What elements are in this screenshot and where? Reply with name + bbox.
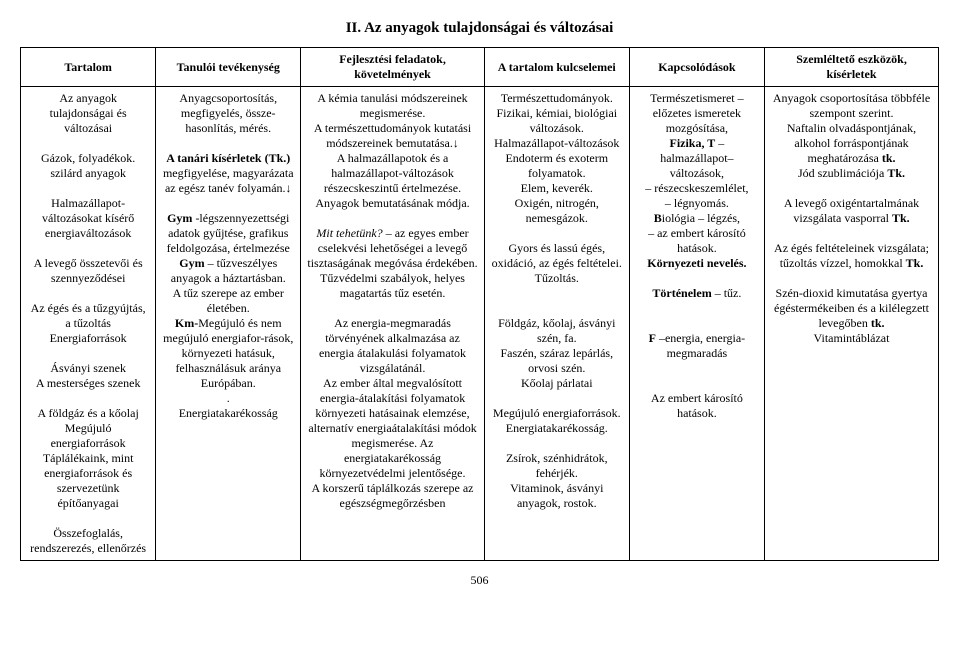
section-title: II. Az anyagok tulajdonságai és változás…: [20, 20, 939, 37]
header-tevekenyseg: Tanulói tevékenység: [156, 48, 301, 87]
cell-feladatok: A kémia tanulási módszereinek megismerés…: [301, 87, 485, 561]
page-number: 506: [20, 573, 939, 588]
cell-tevekenyseg: Anyagcsoportosítás, megfigyelés, össze-h…: [156, 87, 301, 561]
cell-eszkozok: Anyagok csoportosítása többféle szempont…: [765, 87, 939, 561]
header-kapcsolodasok: Kapcsolódások: [629, 48, 764, 87]
header-feladatok: Fejlesztési feladatok, követelmények: [301, 48, 485, 87]
cell-kulcselemei: Természettudományok.Fizikai, kémiai, bio…: [484, 87, 629, 561]
cell-kapcsolodasok: Természetismeret – előzetes ismeretek mo…: [629, 87, 764, 561]
header-kulcselemei: A tartalom kulcselemei: [484, 48, 629, 87]
curriculum-table: Tartalom Tanulói tevékenység Fejlesztési…: [20, 47, 939, 561]
header-eszkozok: Szemléltető eszközök, kísérletek: [765, 48, 939, 87]
table-header-row: Tartalom Tanulói tevékenység Fejlesztési…: [21, 48, 939, 87]
cell-tartalom: Az anyagok tulajdonságai és változásaiGá…: [21, 87, 156, 561]
table-row: Az anyagok tulajdonságai és változásaiGá…: [21, 87, 939, 561]
header-tartalom: Tartalom: [21, 48, 156, 87]
